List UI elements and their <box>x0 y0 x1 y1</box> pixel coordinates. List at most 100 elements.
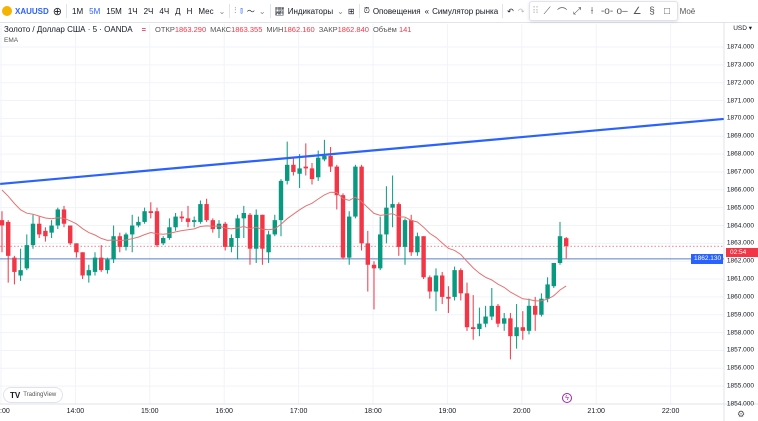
candle-body <box>260 214 265 249</box>
path-icon[interactable]: § <box>649 5 655 17</box>
tradingview-logo-icon: TV <box>10 390 21 400</box>
candle-body <box>309 168 315 180</box>
candle-body <box>241 213 246 219</box>
ema-indicator-label[interactable]: EMA <box>4 37 19 44</box>
timeframe-2[interactable]: 15М <box>106 6 122 16</box>
candle-body <box>347 216 352 258</box>
divider <box>229 4 231 18</box>
candle-body <box>427 277 432 292</box>
candle-body <box>86 270 91 276</box>
timeframe-1[interactable]: 5М <box>89 6 101 16</box>
layout-button[interactable]: Моё <box>679 6 696 16</box>
price-label: 1866.000 <box>726 186 754 194</box>
symbol-search[interactable]: XAUUSD <box>0 0 51 23</box>
time-label: 19:00 <box>438 408 457 415</box>
candle-body <box>136 221 141 226</box>
candle-body <box>396 204 401 247</box>
horizontal-line-icon[interactable]: o– <box>616 5 628 17</box>
replay-button[interactable]: «Симулятор рынка <box>423 0 501 23</box>
timeframe-4[interactable]: 2Ч <box>143 6 154 16</box>
candle-body <box>353 166 358 217</box>
candle-body <box>378 234 383 269</box>
trend-line-icon[interactable]: ⟋ <box>543 5 551 17</box>
price-label: 1868.000 <box>726 150 754 158</box>
time-label: 14:00 <box>66 408 85 415</box>
price-label: 1863.000 <box>726 239 754 247</box>
candle-body <box>61 209 67 224</box>
top-toolbar: XAUUSD ⊕ 1М 5М 15М 1Ч 2Ч 4Ч Д Н Мес ⌄ ⫶ ⫾ 〜 ⌄ 📈︎… <box>0 0 758 23</box>
angle-icon[interactable]: ∠ <box>632 5 642 17</box>
candle-body <box>384 207 389 235</box>
candles-chart-type-icon[interactable]: ⫾ <box>240 6 243 15</box>
candle-body <box>489 305 494 317</box>
candle-body <box>545 284 550 299</box>
settings-gear-icon[interactable]: ⚙ <box>737 409 746 419</box>
branding-text: TradingView <box>23 392 57 398</box>
candle-body <box>30 223 36 246</box>
timeframe-0[interactable]: 1М <box>72 6 84 16</box>
timeframe-group: 1М 5М 15М 1Ч 2Ч 4Ч Д Н Мес <box>69 0 217 23</box>
candle-body <box>340 195 346 258</box>
timeframe-3[interactable]: 1Ч <box>127 6 138 16</box>
legend-menu-icon[interactable]: = <box>141 25 147 34</box>
candle-body <box>303 166 308 169</box>
indicators-button[interactable]: 📈︎ Индикаторы <box>273 0 336 23</box>
compare-button[interactable]: ⊕ <box>51 0 64 23</box>
candle-body <box>167 227 172 238</box>
candle-body <box>359 166 364 244</box>
vertical-line-icon[interactable]: ⍿ <box>590 5 594 17</box>
templates-grid-icon[interactable]: ⊞ <box>347 6 355 16</box>
candle-body <box>161 237 166 244</box>
bar-chart-type-icon[interactable]: ⫶ <box>234 6 237 15</box>
candle-body <box>130 225 135 235</box>
candle-body <box>557 236 563 263</box>
timeframe-7[interactable]: Н <box>186 6 193 16</box>
symbol-description: Золото / Доллар США · 5 · OANDA <box>4 25 133 34</box>
timeframe-8[interactable]: Мес <box>198 6 214 16</box>
candle-body <box>154 211 160 246</box>
price-label: 1865.000 <box>726 204 754 212</box>
lightning-icon[interactable]: ϟ <box>562 393 572 403</box>
horizontal-ray-icon[interactable]: -o- <box>600 5 614 17</box>
chevron-down-icon[interactable]: ⌄ <box>218 6 226 16</box>
candle-body <box>278 180 284 221</box>
ohlc-open: ОТКР1863.290 <box>155 25 207 34</box>
candle-body <box>471 327 476 330</box>
candle-body <box>105 259 110 271</box>
divider <box>269 4 271 18</box>
redo-icon[interactable]: ↷ <box>517 6 525 16</box>
volume: Объём 141 <box>372 25 412 34</box>
divider <box>358 4 360 18</box>
candle-body <box>514 327 519 337</box>
ray-icon[interactable]: ⤢ <box>573 5 582 17</box>
timeframe-6[interactable]: Д <box>175 6 181 16</box>
line-chart-type-icon[interactable]: 〜 <box>246 6 255 16</box>
candle-body <box>247 214 253 249</box>
undo-icon[interactable]: ↶ <box>507 6 514 16</box>
alerts-button[interactable]: ⏰︎ Оповещения <box>362 0 423 23</box>
candle-body <box>409 220 414 253</box>
chevron-down-icon[interactable]: ⌄ <box>258 6 266 16</box>
candle-body <box>316 157 321 178</box>
gold-symbol-icon <box>2 6 12 16</box>
currency-selector[interactable]: USD ▾ <box>733 25 752 32</box>
curve-icon[interactable]: ⌒ <box>557 7 568 19</box>
price-label: 1862.000 <box>726 257 754 265</box>
alerts-label: Оповещения <box>372 6 421 16</box>
candle-body <box>223 223 228 247</box>
candle-body <box>433 275 439 292</box>
candle-body <box>390 204 395 208</box>
candle-body <box>266 234 271 253</box>
chevron-down-icon[interactable]: ⌄ <box>337 6 344 16</box>
ohlc-high: МАКС1863.355 <box>210 25 263 34</box>
rectangle-icon[interactable]: □ <box>664 5 671 17</box>
candle-body <box>210 220 215 230</box>
timeframe-5[interactable]: 4Ч <box>159 6 170 16</box>
tradingview-logo[interactable]: TV TradingView <box>3 387 64 403</box>
price-label: 1855.000 <box>726 382 754 390</box>
time-label: 15:00 <box>141 408 159 415</box>
price-label: 1872.000 <box>726 79 754 87</box>
candle-body <box>92 257 98 272</box>
drag-handle-icon[interactable]: ⠿ <box>531 5 540 17</box>
